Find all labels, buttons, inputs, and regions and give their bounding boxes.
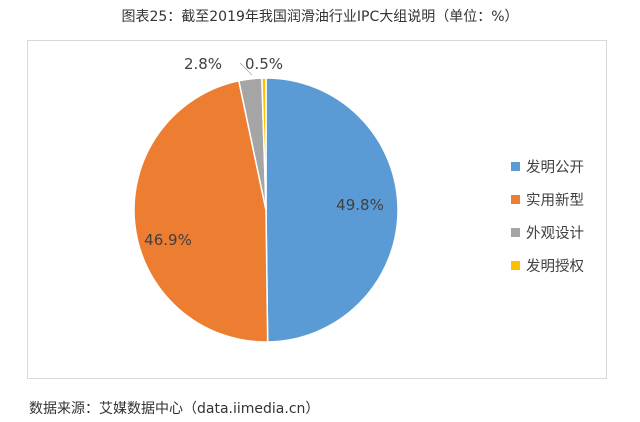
chart-frame <box>27 40 607 379</box>
legend-label: 发明公开 <box>526 160 584 176</box>
slice-label-invention-granted: 0.5% <box>245 55 283 73</box>
pie-slice <box>261 77 267 211</box>
data-source: 数据来源：艾媒数据中心（data.iimedia.cn） <box>29 401 320 417</box>
legend-swatch <box>511 195 520 204</box>
chart-title: 图表25：截至2019年我国润滑油行业IPC大组说明（单位：%） <box>121 9 519 25</box>
pie-slice <box>265 77 399 343</box>
chart-legend: 发明公开 实用新型 外观设计 发明授权 <box>511 150 584 282</box>
legend-swatch <box>511 162 520 171</box>
slice-label-design: 2.8% <box>184 55 222 73</box>
slice-label-utility-model: 46.9% <box>144 231 192 249</box>
pie-slice <box>133 79 269 343</box>
legend-item-invention-granted: 发明授权 <box>511 249 584 282</box>
legend-label: 实用新型 <box>526 193 584 209</box>
legend-label: 发明授权 <box>526 259 584 275</box>
legend-item-invention-published: 发明公开 <box>511 150 584 183</box>
legend-swatch <box>511 228 520 237</box>
legend-item-utility-model: 实用新型 <box>511 183 584 216</box>
legend-swatch <box>511 261 520 270</box>
leader-line <box>239 62 253 76</box>
legend-item-design: 外观设计 <box>511 216 584 249</box>
slice-label-invention-published: 49.8% <box>336 196 384 214</box>
legend-label: 外观设计 <box>526 226 584 242</box>
